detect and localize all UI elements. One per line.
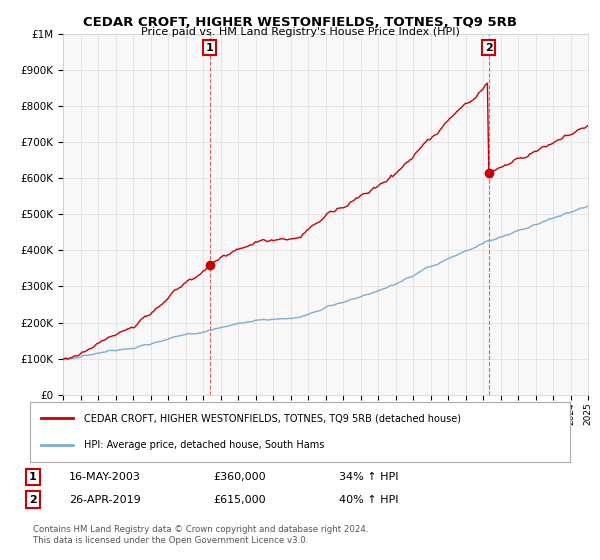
Text: 16-MAY-2003: 16-MAY-2003 bbox=[69, 472, 141, 482]
Text: 2: 2 bbox=[29, 494, 37, 505]
Text: Price paid vs. HM Land Registry's House Price Index (HPI): Price paid vs. HM Land Registry's House … bbox=[140, 27, 460, 37]
Text: CEDAR CROFT, HIGHER WESTONFIELDS, TOTNES, TQ9 5RB (detached house): CEDAR CROFT, HIGHER WESTONFIELDS, TOTNES… bbox=[84, 413, 461, 423]
Text: 1: 1 bbox=[206, 43, 214, 53]
Text: 26-APR-2019: 26-APR-2019 bbox=[69, 494, 141, 505]
Text: CEDAR CROFT, HIGHER WESTONFIELDS, TOTNES, TQ9 5RB: CEDAR CROFT, HIGHER WESTONFIELDS, TOTNES… bbox=[83, 16, 517, 29]
Text: HPI: Average price, detached house, South Hams: HPI: Average price, detached house, Sout… bbox=[84, 440, 325, 450]
Text: 2: 2 bbox=[485, 43, 493, 53]
Text: £615,000: £615,000 bbox=[213, 494, 266, 505]
Text: 34% ↑ HPI: 34% ↑ HPI bbox=[339, 472, 398, 482]
Text: 1: 1 bbox=[29, 472, 37, 482]
Text: 40% ↑ HPI: 40% ↑ HPI bbox=[339, 494, 398, 505]
Text: £360,000: £360,000 bbox=[213, 472, 266, 482]
Text: Contains HM Land Registry data © Crown copyright and database right 2024.
This d: Contains HM Land Registry data © Crown c… bbox=[33, 525, 368, 545]
